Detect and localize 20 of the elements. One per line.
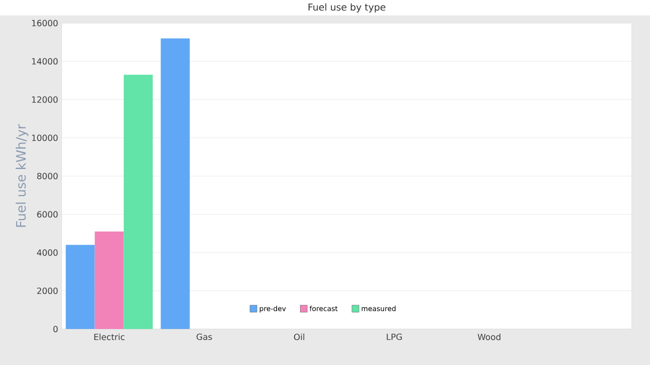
bar — [66, 244, 95, 329]
y-tick-label: 8000 — [37, 172, 58, 180]
x-tick-label: Wood — [478, 333, 500, 340]
y-tick-label: 12000 — [32, 96, 58, 103]
x-tick-label: Gas — [196, 333, 212, 340]
y-tick-label: 4000 — [36, 249, 58, 256]
y-tick-label: 10000 — [32, 134, 58, 141]
bar — [124, 74, 153, 329]
y-tick-label: 16000 — [32, 20, 58, 26]
bar — [160, 38, 190, 329]
y-tick-label: 2000 — [37, 287, 58, 294]
x-tick-label: LPG — [386, 333, 402, 340]
x-tick-label: Oil — [294, 333, 304, 340]
y-tick-label: 6000 — [37, 210, 58, 218]
chart-title: Fuel use by type — [308, 3, 386, 12]
x-tick-label: Electric — [94, 333, 124, 340]
y-axis-title: Fuel use kWh/yr — [16, 124, 28, 227]
y-tick-label: 14000 — [32, 58, 58, 64]
bar — [94, 231, 124, 329]
y-tick-label: 0 — [53, 326, 58, 332]
